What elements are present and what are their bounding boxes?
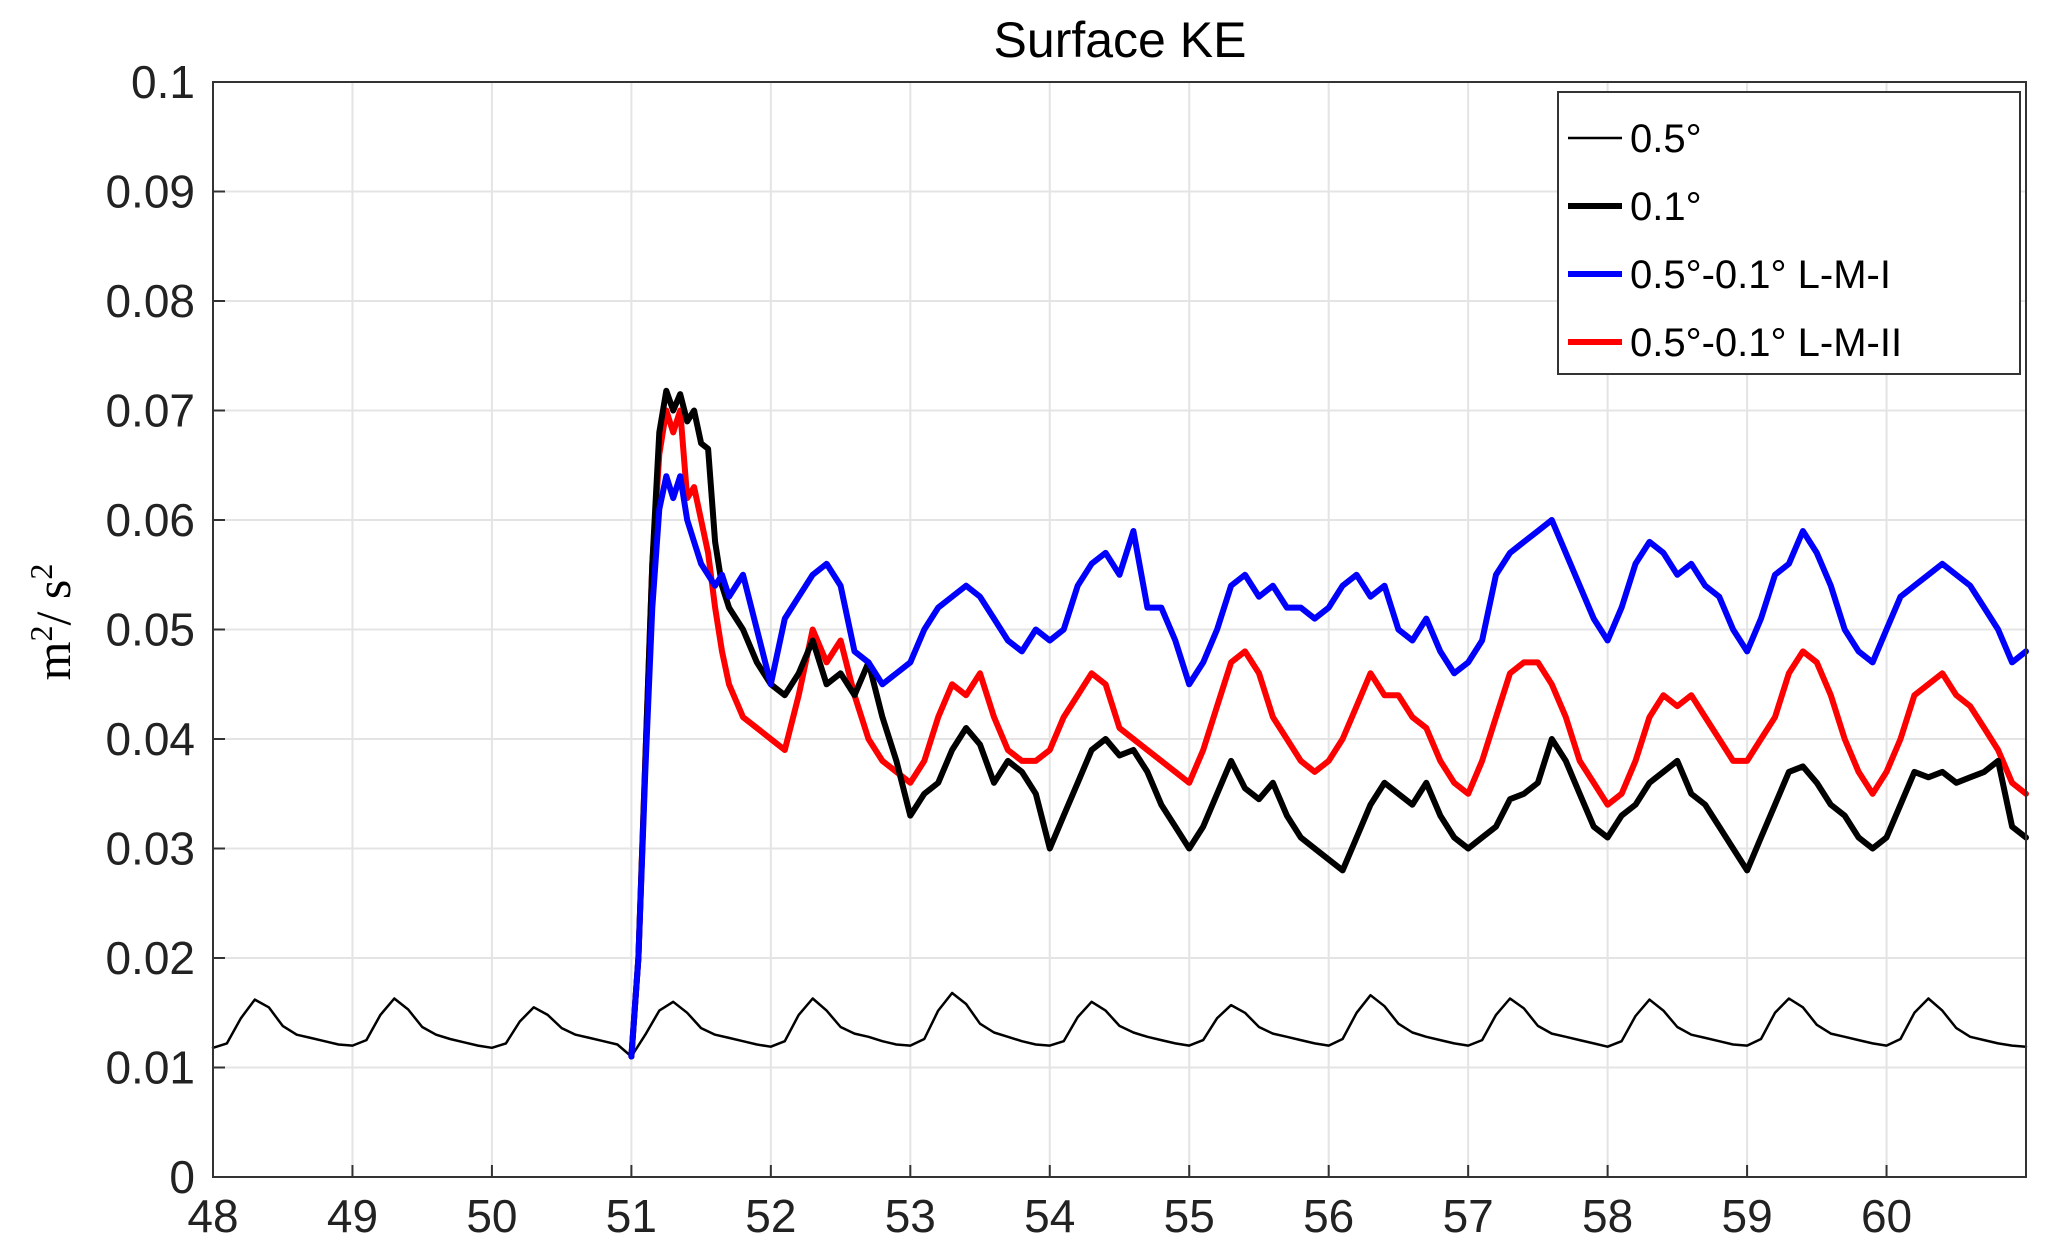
y-tick-label-8: 0.08 [105, 275, 195, 327]
y-tick-label-3: 0.03 [105, 823, 195, 875]
y-axis-label-exp1: 2 [23, 625, 59, 641]
legend-entry-3: 0.5°-0.1° L-M-II [1630, 321, 1902, 365]
y-tick-label-1: 0.01 [105, 1042, 195, 1094]
chart-title: Surface KE [994, 12, 1247, 68]
x-tick-label-7: 55 [1164, 1190, 1215, 1242]
legend-box [1557, 91, 2021, 375]
x-tick-label-0: 48 [187, 1190, 238, 1242]
x-tick-label-2: 50 [466, 1190, 517, 1242]
series-line-2 [628, 473, 2029, 1060]
x-tick-label-5: 53 [885, 1190, 936, 1242]
series-line-0 [211, 991, 2028, 1058]
x-tick-label-3: 51 [606, 1190, 657, 1242]
y-axis-label: m2/ s2 [23, 564, 81, 681]
y-axis-label-sep: / s [25, 580, 81, 626]
x-tick-label-6: 54 [1024, 1190, 1075, 1242]
axes: 48 49 50 51 52 53 54 55 56 57 58 59 60 0 0.01 0.02 0.03 0… [105, 56, 2027, 1242]
y-axis-label-m: m [25, 641, 81, 680]
series-line-1 [628, 387, 2029, 1060]
y-tick-label-6: 0.06 [105, 494, 195, 546]
y-axis-label-exp2: 2 [23, 564, 59, 580]
plot-frame [212, 81, 2027, 1178]
x-tick-label-11: 59 [1721, 1190, 1772, 1242]
y-tick-label-0: 0 [169, 1151, 195, 1203]
y-tick-label-2: 0.02 [105, 932, 195, 984]
legend: 0.5° 0.1° 0.5°-0.1° L-M-I 0.5°-0.1° L-M-II [1557, 91, 2021, 375]
y-tick-label-9: 0.09 [105, 166, 195, 218]
y-tick-label-7: 0.07 [105, 385, 195, 437]
y-tick-label-5: 0.05 [105, 604, 195, 656]
x-tick-label-4: 52 [745, 1190, 796, 1242]
x-tick-label-8: 56 [1303, 1190, 1354, 1242]
series-line-3 [628, 407, 2029, 1060]
x-tick-label-10: 58 [1582, 1190, 1633, 1242]
legend-entry-0: 0.5° [1630, 117, 1702, 161]
series-layer [211, 387, 2029, 1060]
x-tick-label-1: 49 [327, 1190, 378, 1242]
legend-entry-1: 0.1° [1630, 185, 1702, 229]
x-tick-label-12: 60 [1861, 1190, 1912, 1242]
legend-entry-2: 0.5°-0.1° L-M-I [1630, 253, 1891, 297]
y-tick-label-10: 0.1 [131, 56, 195, 108]
x-tick-label-9: 57 [1443, 1190, 1494, 1242]
y-tick-label-4: 0.04 [105, 713, 195, 765]
